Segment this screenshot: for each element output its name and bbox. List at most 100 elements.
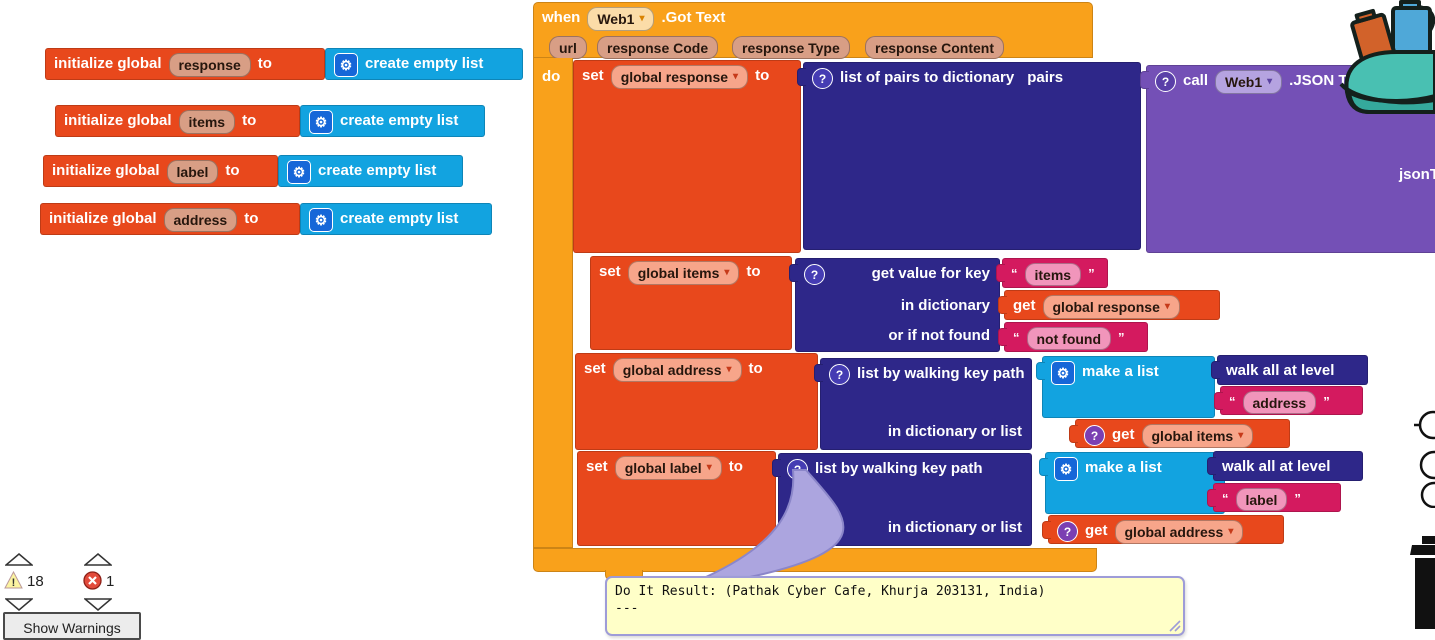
variable-name: global items (637, 265, 720, 281)
warning-down-icon[interactable] (5, 598, 33, 611)
help-icon[interactable]: ? (804, 264, 825, 285)
set-label: set (586, 458, 608, 475)
text-label-block[interactable]: “ label ” (1207, 483, 1341, 512)
init-global-response-block[interactable]: initialize global response to (45, 48, 325, 80)
string-field[interactable]: address (1242, 391, 1317, 414)
chevron-down-icon: ▾ (1238, 430, 1244, 441)
mutator-gear-icon[interactable]: ⚙ (334, 53, 358, 77)
list-by-walking-key-path-block[interactable]: ? list by walking key path in dictionary… (772, 453, 1032, 546)
string-field[interactable]: not found (1026, 327, 1112, 350)
to-label: to (225, 162, 240, 179)
string-field[interactable]: items (1024, 263, 1082, 286)
text-not-found-block[interactable]: “ not found ” (998, 322, 1148, 352)
variable-name: global address (1124, 524, 1224, 540)
connector-plug (814, 364, 823, 382)
help-icon[interactable]: ? (829, 364, 850, 385)
set-global-items-block[interactable]: set global items ▾ to (590, 256, 792, 350)
param-label: response Content (875, 39, 995, 56)
init-global-address-block[interactable]: initialize global address to (40, 203, 300, 235)
variable-dropdown[interactable]: global items ▾ (627, 261, 740, 285)
connector-plug (1039, 458, 1048, 476)
when-block-left-bar[interactable]: do (533, 58, 573, 548)
variable-name: address (173, 212, 228, 228)
zoom-center-icon[interactable] (1418, 410, 1435, 440)
create-empty-list-block[interactable]: ⚙ create empty list (278, 155, 463, 187)
set-global-label-block[interactable]: set global label ▾ to (577, 451, 776, 546)
help-icon[interactable]: ? (787, 459, 808, 480)
param-response-code[interactable]: response Code (597, 36, 719, 59)
variable-name-field[interactable]: response (168, 53, 251, 77)
string-field[interactable]: label (1235, 488, 1288, 511)
list-of-pairs-to-dictionary-block[interactable]: ? list of pairs to dictionary pairs (797, 62, 1141, 250)
close-quote: ” (1294, 491, 1301, 506)
zoom-out-icon[interactable] (1420, 481, 1435, 508)
error-up-icon[interactable] (84, 553, 112, 566)
variable-name: global address (622, 362, 722, 378)
param-response-content[interactable]: response Content (865, 36, 1005, 59)
variable-dropdown[interactable]: global response ▾ (1042, 295, 1180, 319)
when-web1-gottext-block[interactable]: when Web1 ▾ .Got Text url response Code … (533, 2, 1093, 59)
zoom-in-icon[interactable] (1419, 450, 1435, 480)
get-value-for-key-block[interactable]: ? get value for key in dictionary or if … (789, 258, 1000, 352)
get-global-response-block[interactable]: get global response ▾ (998, 290, 1220, 320)
init-global-label-block[interactable]: initialize global label to (43, 155, 278, 187)
mutator-gear-icon[interactable]: ⚙ (1051, 361, 1075, 385)
when-block-bottom-bar[interactable] (533, 548, 1097, 572)
set-label: set (584, 360, 606, 377)
component-dropdown[interactable]: Web1 ▾ (1215, 70, 1283, 94)
param-url[interactable]: url (549, 36, 587, 59)
close-quote: ” (1088, 266, 1095, 281)
call-web1-json-block[interactable]: ? call Web1 ▾ .JSON T jsonText (1140, 65, 1435, 253)
help-icon[interactable]: ? (1057, 521, 1078, 542)
mutator-gear-icon[interactable]: ⚙ (309, 110, 333, 134)
list-by-walking-key-path-block[interactable]: ? list by walking key path in dictionary… (814, 358, 1032, 450)
variable-dropdown[interactable]: global response ▾ (610, 65, 749, 89)
help-icon[interactable]: ? (1084, 425, 1105, 446)
error-down-icon[interactable] (84, 598, 112, 611)
variable-dropdown[interactable]: global label ▾ (614, 456, 722, 480)
variable-name-field[interactable]: label (166, 160, 219, 184)
help-icon[interactable]: ? (1155, 71, 1176, 92)
get-global-address-block[interactable]: ? get global address ▾ (1042, 515, 1284, 544)
param-response-type[interactable]: response Type (732, 36, 850, 59)
create-empty-list-block[interactable]: ⚙ create empty list (325, 48, 523, 80)
trash-icon[interactable] (1408, 534, 1435, 629)
walk-all-at-level-block[interactable]: walk all at level (1211, 355, 1368, 385)
backpack-icon[interactable] (1335, 0, 1435, 118)
set-global-response-block[interactable]: set global response ▾ to (573, 60, 801, 253)
variable-name-field[interactable]: items (178, 110, 236, 134)
variable-dropdown[interactable]: global address ▾ (1114, 520, 1244, 544)
help-icon[interactable]: ? (812, 68, 833, 89)
doit-result-bubble[interactable]: Do It Result: (Pathak Cyber Cafe, Khurja… (605, 576, 1185, 636)
string-value: items (1034, 266, 1072, 283)
mutator-gear-icon[interactable]: ⚙ (309, 208, 333, 232)
resize-handle-icon[interactable] (1169, 620, 1181, 632)
fn-label: get value for key (871, 265, 990, 282)
component-dropdown[interactable]: Web1 ▾ (587, 7, 655, 31)
make-a-list-block[interactable]: ⚙ make a list (1036, 356, 1215, 418)
create-empty-list-block[interactable]: ⚙ create empty list (300, 203, 492, 235)
connector-plug (797, 68, 806, 86)
create-empty-list-block[interactable]: ⚙ create empty list (300, 105, 485, 137)
set-global-address-block[interactable]: set global address ▾ to (575, 353, 818, 450)
open-quote: “ (1229, 394, 1236, 409)
make-a-list-block[interactable]: ⚙ make a list (1039, 452, 1225, 514)
walk-all-label: walk all at level (1222, 458, 1331, 475)
text-items-block[interactable]: “ items ” (996, 258, 1108, 288)
variable-dropdown[interactable]: global address ▾ (612, 358, 742, 382)
warning-up-icon[interactable] (5, 553, 33, 566)
connector-plug (998, 328, 1007, 346)
walk-all-at-level-block[interactable]: walk all at level (1207, 451, 1363, 481)
mutator-gear-icon[interactable]: ⚙ (287, 160, 311, 184)
variable-name-field[interactable]: address (163, 208, 238, 232)
doit-separator: --- (615, 601, 639, 616)
get-global-items-block[interactable]: ? get global items ▾ (1069, 419, 1290, 448)
variable-dropdown[interactable]: global items ▾ (1141, 424, 1254, 448)
init-global-items-block[interactable]: initialize global items to (55, 105, 300, 137)
text-address-block[interactable]: “ address ” (1214, 386, 1363, 415)
connector-plug (996, 264, 1005, 282)
show-warnings-button[interactable]: Show Warnings (3, 612, 141, 640)
zoom-controls[interactable] (1405, 408, 1435, 508)
mutator-gear-icon[interactable]: ⚙ (1054, 457, 1078, 481)
